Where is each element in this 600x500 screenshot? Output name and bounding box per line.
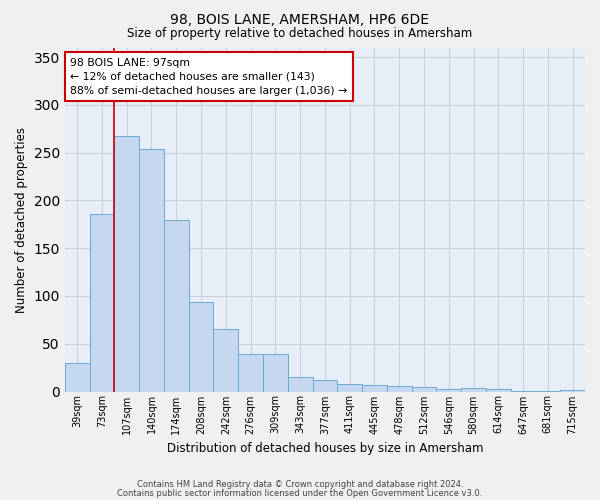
Bar [560,390,585,392]
Bar [89,214,115,392]
Bar [263,354,288,392]
Bar [511,390,535,392]
Bar [362,385,387,392]
Text: Size of property relative to detached houses in Amersham: Size of property relative to detached ho… [127,28,473,40]
Text: 98 BOIS LANE: 97sqm
← 12% of detached houses are smaller (143)
88% of semi-detac: 98 BOIS LANE: 97sqm ← 12% of detached ho… [70,58,347,96]
Text: 98, BOIS LANE, AMERSHAM, HP6 6DE: 98, BOIS LANE, AMERSHAM, HP6 6DE [170,12,430,26]
Bar [486,388,511,392]
Y-axis label: Number of detached properties: Number of detached properties [15,126,28,312]
Bar [115,136,139,392]
Bar [535,390,560,392]
Bar [164,220,188,392]
X-axis label: Distribution of detached houses by size in Amersham: Distribution of detached houses by size … [167,442,483,455]
Text: Contains public sector information licensed under the Open Government Licence v3: Contains public sector information licen… [118,488,482,498]
Bar [337,384,362,392]
Bar [412,386,436,392]
Bar [288,377,313,392]
Text: Contains HM Land Registry data © Crown copyright and database right 2024.: Contains HM Land Registry data © Crown c… [137,480,463,489]
Bar [214,330,238,392]
Bar [188,302,214,392]
Bar [313,380,337,392]
Bar [387,386,412,392]
Bar [65,363,89,392]
Bar [238,354,263,392]
Bar [436,388,461,392]
Bar [461,388,486,392]
Bar [139,149,164,392]
